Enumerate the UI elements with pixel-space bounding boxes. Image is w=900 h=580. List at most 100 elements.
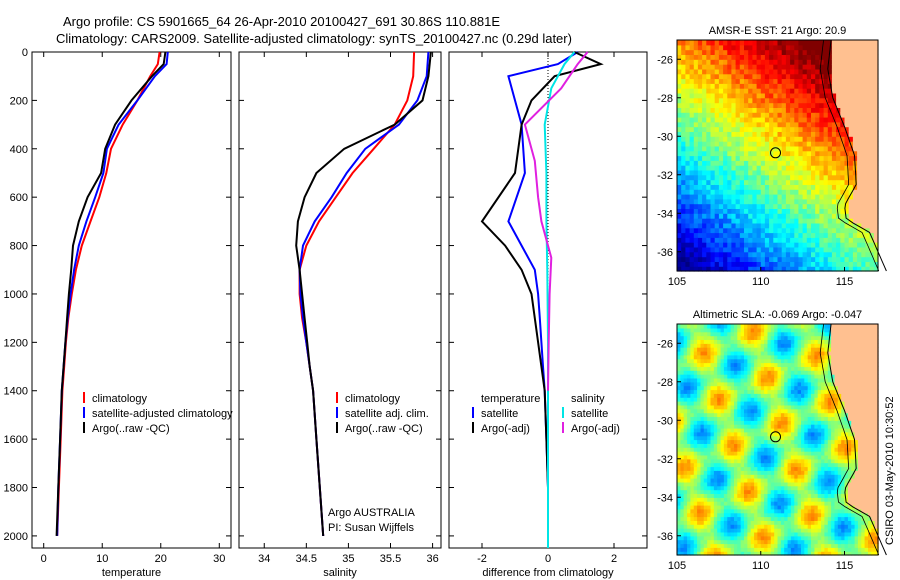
sst_map-cell — [798, 150, 804, 157]
sst_map-cell — [777, 198, 783, 205]
sla_map-cell — [767, 535, 772, 541]
sst_map-cell — [794, 49, 800, 55]
sst_map-cell — [693, 232, 699, 238]
sla_map-cell — [777, 416, 782, 421]
sla_map-cell — [693, 478, 698, 483]
sst_map-cell — [798, 208, 804, 214]
sla_map-cell — [794, 539, 799, 545]
sst_map-cell — [827, 88, 833, 94]
sst_map-cell — [794, 54, 800, 60]
sla_map-cell — [750, 416, 755, 421]
sla_map-cell — [811, 362, 815, 367]
sst_map-cell — [844, 112, 850, 118]
sst_map-cell — [710, 59, 716, 65]
sst_map-cell — [798, 213, 804, 219]
sst_map-cell — [689, 266, 695, 272]
sst_map-cell — [677, 251, 682, 258]
sst_map-cell — [844, 97, 850, 104]
sla_map-cell — [730, 489, 735, 494]
sst_map-cell — [714, 165, 720, 171]
sla_map-cell — [811, 374, 815, 379]
sla_map-cell — [754, 366, 759, 371]
sla_map-cell — [677, 547, 681, 552]
sla_map-cell — [777, 478, 782, 483]
sla_map-cell — [737, 504, 742, 510]
sst_map-cell — [806, 131, 812, 137]
sla_map-cell — [720, 377, 725, 383]
sla_map-cell — [804, 354, 809, 360]
sla_map-cell — [790, 404, 795, 410]
sla_map-cell — [787, 447, 792, 452]
sst_map-cell — [840, 222, 846, 229]
sst_map-cell — [798, 203, 804, 209]
sla_map-cell — [690, 377, 695, 383]
sst_map-cell — [781, 256, 787, 262]
sla_map-cell — [717, 427, 722, 433]
sst_map-cell — [727, 44, 733, 51]
sla_map-cell — [764, 362, 769, 367]
sla_map-cell — [767, 424, 772, 429]
sla_map-cell — [717, 543, 722, 548]
sla_map-cell — [727, 420, 732, 425]
sla_map-cell — [754, 374, 759, 379]
sla_map-cell — [814, 485, 819, 491]
sla_map-cell — [801, 462, 805, 468]
sla_map-cell — [727, 324, 732, 329]
sst_map-cell — [685, 227, 691, 234]
sla_map-cell — [770, 497, 775, 502]
sst_map-cell — [852, 198, 858, 205]
sst_map-cell — [773, 141, 779, 147]
sla_map-cell — [687, 466, 692, 471]
sla_map-cell — [757, 451, 762, 456]
sla_map-cell — [804, 528, 809, 533]
sst_map-cell — [798, 256, 804, 262]
sla_map-cell — [787, 520, 792, 525]
sst_map-cell — [710, 40, 716, 46]
sla_map-cell — [730, 343, 735, 348]
sla_map-cell — [690, 427, 695, 433]
sst_map-cell — [857, 68, 862, 75]
sla_map-cell — [784, 370, 789, 375]
sla_map-cell — [720, 493, 725, 498]
sst_map-cell — [777, 165, 783, 171]
sst_map-cell — [865, 78, 871, 84]
sla_map-cell — [690, 512, 695, 518]
sst_map-cell — [748, 131, 753, 137]
sla_map-cell — [690, 466, 695, 471]
sst_map-cell — [769, 266, 774, 272]
sst_map-cell — [823, 169, 829, 176]
sst_map-cell — [869, 141, 875, 147]
sst_map-cell — [794, 246, 800, 253]
sla_map-cell — [730, 447, 735, 452]
sla_map-cell — [717, 362, 722, 367]
sst_map-cell — [706, 198, 712, 205]
sla_map-cell — [784, 424, 789, 429]
sst_map-cell — [836, 136, 841, 142]
sla_map-cell — [690, 551, 695, 556]
sst_map-cell — [752, 189, 758, 195]
sla_map-cell — [680, 397, 685, 402]
sla_map-cell — [760, 512, 765, 518]
sst_map-cell — [681, 112, 686, 118]
sst_map-cell — [744, 213, 749, 219]
sst_map-cell — [727, 78, 733, 84]
sst_map-cell — [748, 261, 753, 267]
sst_map-cell — [819, 256, 825, 262]
sla_map-cell — [677, 466, 681, 471]
sla_map-cell — [727, 377, 732, 383]
sst_map-cell — [873, 198, 879, 205]
sst_map-cell — [836, 83, 841, 89]
sst_map-cell — [790, 112, 795, 118]
sst_map-cell — [857, 145, 862, 152]
sla_map-cell — [683, 497, 688, 502]
sst_map-cell — [710, 189, 716, 195]
sla_map-cell — [727, 501, 732, 506]
sla_map-cell — [770, 520, 775, 525]
sla_map-cell — [767, 427, 772, 433]
sst_map-cell — [831, 145, 837, 152]
sla_map-cell — [687, 343, 692, 348]
sst_map-cell — [836, 49, 841, 55]
sst_map-cell — [840, 165, 846, 171]
sst_map-cell — [693, 261, 699, 267]
sst_map-cell — [723, 251, 728, 258]
